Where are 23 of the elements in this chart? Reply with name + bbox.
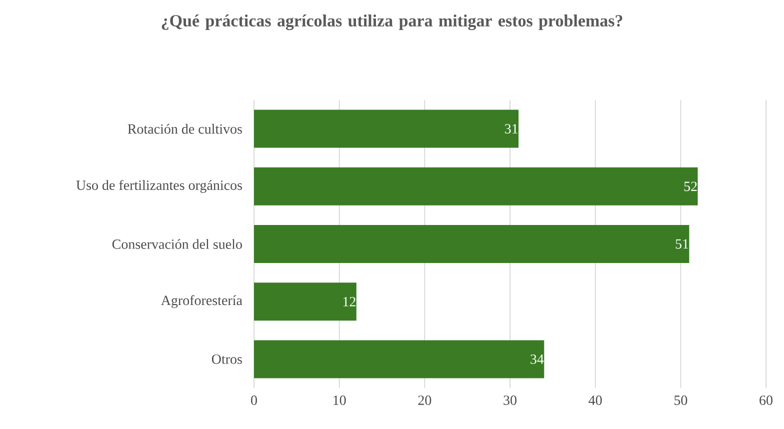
bar <box>254 340 544 378</box>
data-label: 31 <box>505 124 518 134</box>
y-tick-label: Conservación del suelo <box>112 239 242 249</box>
x-tick-label: 40 <box>588 396 602 405</box>
bar <box>254 225 690 264</box>
y-tick-label: Uso de fertilizantes orgánicos <box>76 180 242 193</box>
x-tick-label: 0 <box>251 396 257 405</box>
y-tick-label: Rotación de cultivos <box>128 124 242 134</box>
data-label: 52 <box>684 182 697 192</box>
y-tick-label: Otros <box>212 354 242 364</box>
chart-title: ¿Qué prácticas agrícolas utiliza para mitigar estos problemas? <box>162 14 622 30</box>
bar <box>254 282 356 321</box>
bar <box>254 110 519 148</box>
data-label: 51 <box>676 239 688 249</box>
data-label: 12 <box>343 296 356 306</box>
bar <box>254 167 698 206</box>
x-tick-label: 60 <box>760 396 772 405</box>
x-tick-label: 20 <box>418 396 432 405</box>
data-label: 34 <box>530 354 544 364</box>
x-tick-label: 30 <box>504 396 516 405</box>
x-tick-label: 50 <box>674 396 688 405</box>
x-tick-label: 10 <box>334 396 346 405</box>
y-tick-label: Agroforestería <box>160 295 242 308</box>
